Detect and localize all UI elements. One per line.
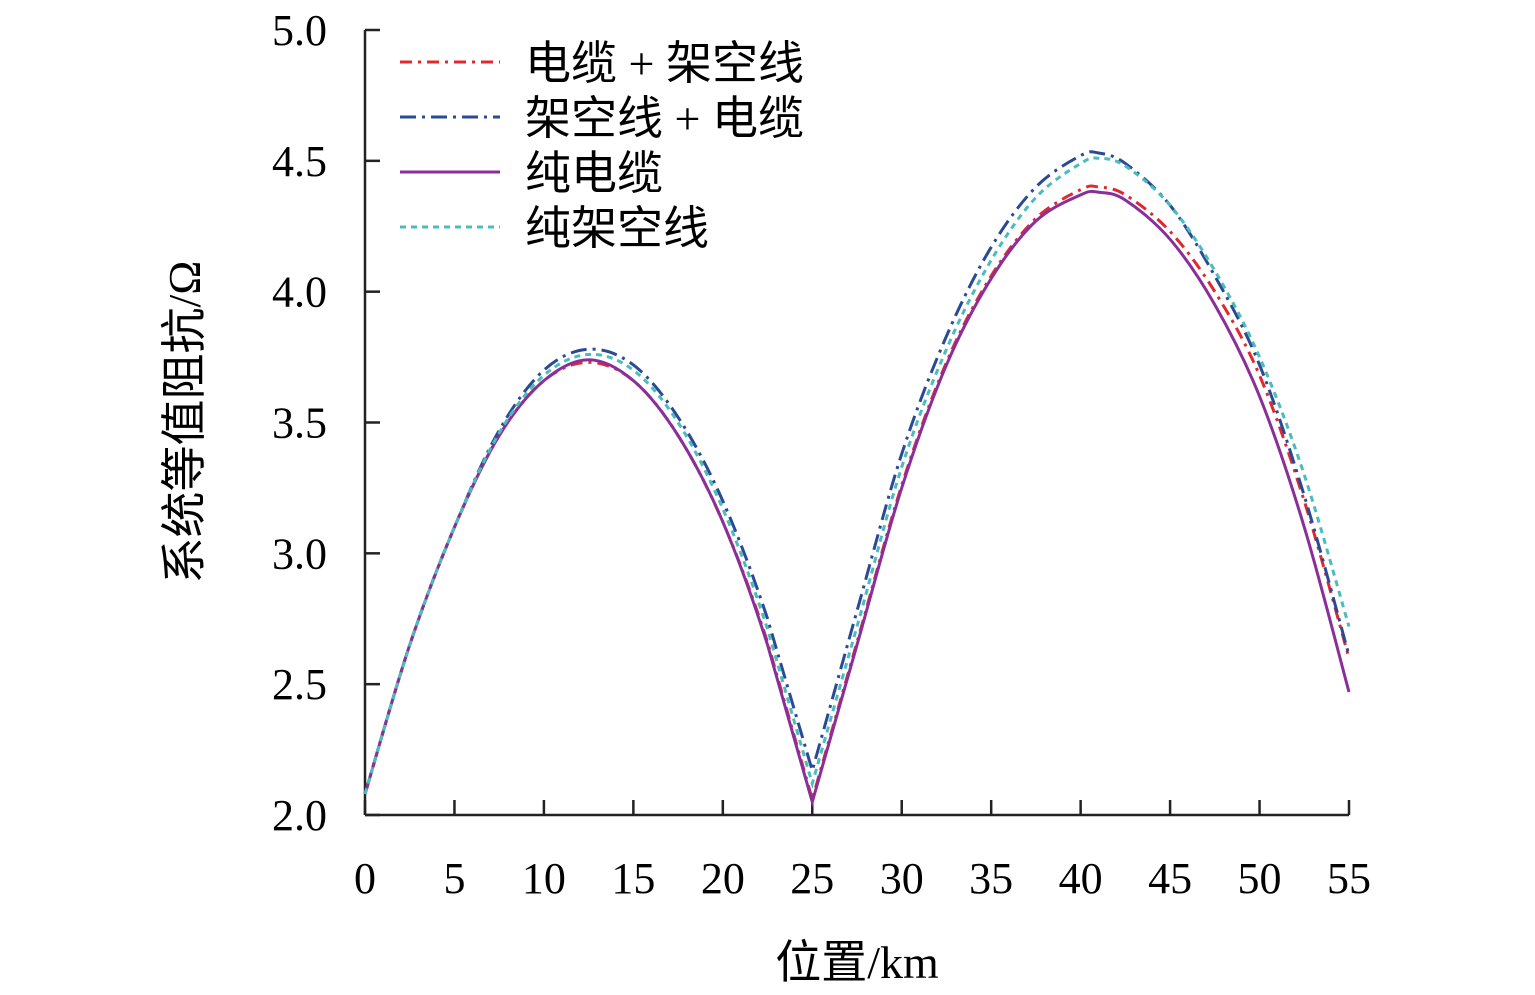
x-tick-label: 25 <box>790 854 834 903</box>
legend-label: 纯架空线 <box>525 203 709 254</box>
x-tick-label: 10 <box>522 854 566 903</box>
x-tick-label: 15 <box>611 854 655 903</box>
x-tick-label: 30 <box>880 854 924 903</box>
x-tick-label: 40 <box>1059 854 1103 903</box>
x-tick-label: 55 <box>1327 854 1371 903</box>
legend-label: 纯电缆 <box>525 148 663 199</box>
x-tick-label: 45 <box>1148 854 1192 903</box>
y-tick-label: 2.5 <box>272 660 327 709</box>
x-axis-label: 位置/km <box>775 937 939 988</box>
y-tick-label: 3.5 <box>272 399 327 448</box>
y-tick-label: 2.0 <box>272 791 327 840</box>
series-line <box>363 150 1351 795</box>
x-tick-label: 50 <box>1238 854 1282 903</box>
y-tick-label: 4.0 <box>272 268 327 317</box>
x-tick-label: 20 <box>701 854 745 903</box>
x-tick-label: 5 <box>443 854 465 903</box>
series-lines <box>363 150 1351 808</box>
y-tick-label: 3.0 <box>272 529 327 578</box>
axes: 0 5 10 15 20 25 30 35 40 45 50 55 2.0 2.5 3.0 3.5 4.0 4.5… <box>272 6 1371 903</box>
legend-label: 电缆 + 架空线 <box>525 38 804 89</box>
x-tick-label: 0 <box>354 854 376 903</box>
series-line <box>363 184 1351 805</box>
legend-label: 架空线 + 电缆 <box>525 93 804 144</box>
y-tick-label: 5.0 <box>272 6 327 55</box>
series-line <box>363 156 1351 795</box>
y-tick-label: 4.5 <box>272 137 327 186</box>
y-axis-label: 系统等值阻抗/Ω <box>159 261 210 584</box>
series-line <box>363 189 1351 808</box>
x-tick-label: 35 <box>969 854 1013 903</box>
